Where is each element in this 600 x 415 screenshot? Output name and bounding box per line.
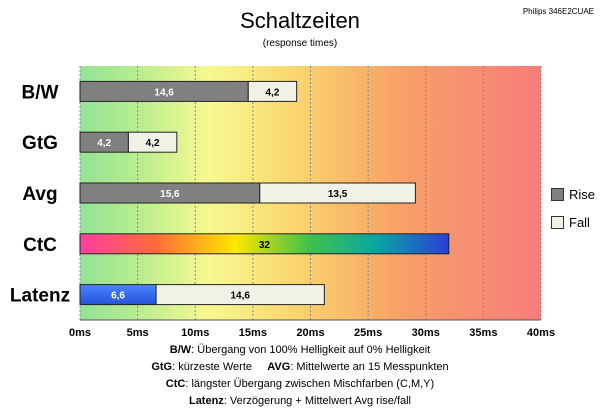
- x-tick-label: 0ms: [69, 327, 91, 339]
- category-label: B/W: [22, 82, 59, 103]
- bar-rainbow: [79, 233, 450, 255]
- x-tick-label: 5ms: [127, 327, 149, 339]
- note-latenz: Latenz: Verzögerung + Mittelwert Avg ris…: [188, 395, 412, 407]
- data-label: 32: [259, 240, 271, 251]
- bar-group: 14,6 4,2 4,2 4,2 15,6 13,5 32 6,6 14,6: [79, 80, 450, 306]
- grid-lines: [79, 66, 542, 321]
- chart-subtitle: (response times): [263, 38, 337, 49]
- category-label: Avg: [22, 184, 57, 205]
- category-label: CtC: [23, 235, 57, 256]
- x-tick-label: 15ms: [239, 327, 267, 339]
- x-axis-ticks: 0ms 5ms 10ms 15ms 20ms 25ms 30ms 35ms 40ms: [69, 327, 555, 339]
- legend-label-fall: Fall: [569, 214, 590, 230]
- legend-item-rise: Rise: [551, 180, 595, 208]
- bar-fall: [155, 284, 325, 306]
- legend: Rise Fall: [551, 180, 595, 236]
- category-label: GtG: [22, 133, 58, 154]
- legend-swatch-fall: [551, 215, 564, 229]
- x-tick-label: 25ms: [354, 327, 382, 339]
- data-label: 4,2: [266, 87, 280, 98]
- bar-fall: [259, 182, 416, 204]
- data-label: 6,6: [111, 291, 125, 302]
- category-labels: B/W GtG Avg CtC Latenz: [10, 82, 70, 306]
- bar-fall: [127, 131, 178, 153]
- x-tick-label: 40ms: [527, 327, 555, 339]
- data-label: 4,2: [146, 138, 160, 149]
- note-gtg-avg: GtG: kürzeste Werte AVG: Mittelwerte an …: [151, 361, 449, 373]
- data-label: 14,6: [154, 87, 174, 98]
- data-label: 14,6: [230, 291, 250, 302]
- note-ctc: CtC: längster Übergang zwischen Mischfar…: [165, 378, 435, 390]
- x-tick-label: 20ms: [296, 327, 324, 339]
- bar-fall: [247, 80, 298, 102]
- legend-item-fall: Fall: [551, 208, 595, 236]
- data-label: 15,6: [160, 189, 180, 200]
- legend-label-rise: Rise: [569, 186, 596, 202]
- data-label: 4,2: [97, 138, 111, 149]
- x-tick-label: 30ms: [412, 327, 440, 339]
- legend-swatch-rise: [551, 187, 564, 201]
- chart-title: Schaltzeiten: [240, 8, 360, 33]
- x-tick-label: 35ms: [469, 327, 497, 339]
- data-label: 13,5: [328, 189, 348, 200]
- footnotes: B/W: Übergang von 100% Helligkeit auf 0%…: [0, 342, 600, 410]
- category-label: Latenz: [10, 286, 70, 307]
- note-bw: B/W: Übergang von 100% Helligkeit auf 0%…: [169, 344, 431, 356]
- model-label: Philips 346E2CUAE: [523, 7, 594, 16]
- x-tick-label: 10ms: [181, 327, 209, 339]
